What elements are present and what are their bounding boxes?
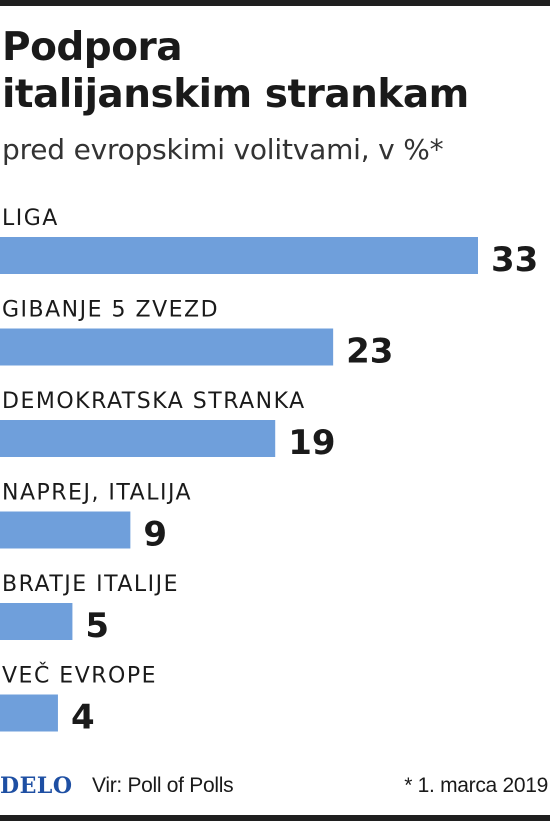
category-label: LIGA xyxy=(2,206,59,231)
chart-subtitle: pred evropskimi volitvami, v %* xyxy=(2,133,444,166)
value-label: 5 xyxy=(85,606,109,646)
footnote-date: * 1. marca 2019 xyxy=(404,774,548,797)
top-rule xyxy=(0,0,550,6)
bar-chart: LIGA 33 GIBANJE 5 ZVEZD 23 DEMOKRATSKA STRAN… xyxy=(0,206,538,738)
value-label: 4 xyxy=(71,698,95,738)
bar xyxy=(0,328,334,366)
bottom-rule xyxy=(0,815,550,821)
bar xyxy=(0,420,276,457)
value-label: 33 xyxy=(491,240,538,280)
chart-title-line-1: Podpora xyxy=(2,25,183,70)
value-label: 23 xyxy=(346,332,393,372)
bar xyxy=(0,511,131,549)
category-label: VEČ EVROPE xyxy=(2,663,157,689)
bar xyxy=(0,603,73,640)
bar xyxy=(0,694,58,732)
source-text: Vir: Poll of Polls xyxy=(92,774,234,797)
category-label: NAPREJ, ITALIJA xyxy=(2,481,192,506)
value-label: 9 xyxy=(143,515,167,555)
category-label: DEMOKRATSKA STRANKA xyxy=(2,389,306,414)
chart-title-line-2: italijanskim strankam xyxy=(2,72,469,117)
chart-title: Podpora italijanskim strankam xyxy=(2,24,469,118)
footer: DELO Vir: Poll of Polls * 1. marca 2019 xyxy=(0,773,550,805)
category-label: GIBANJE 5 ZVEZD xyxy=(2,298,219,323)
category-label: BRATJE ITALIJE xyxy=(2,572,179,597)
value-label: 19 xyxy=(288,423,335,463)
delo-logo: DELO xyxy=(0,773,73,799)
bar xyxy=(0,237,478,274)
